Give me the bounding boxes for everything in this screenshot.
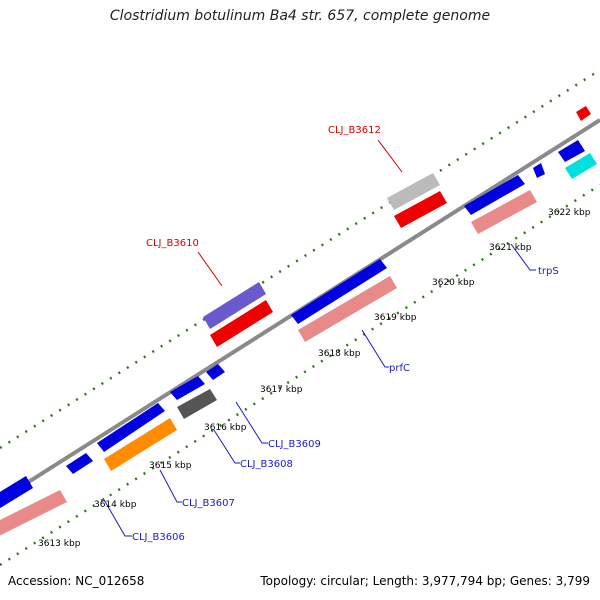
- gene-blue-prfc[interactable]: [291, 259, 387, 324]
- gene-label-connectors: [102, 243, 536, 537]
- accession-text: Accession: NC_012658: [8, 574, 145, 588]
- outer-tick-track: [0, 68, 600, 450]
- gene-blue-small-3[interactable]: [533, 163, 545, 178]
- kbp-label-3620: 3620 kbp: [432, 278, 475, 288]
- kbp-label-3613: 3613 kbp: [38, 539, 81, 549]
- gene-label-trps[interactable]: trpS: [538, 266, 559, 277]
- gene-blue-3608[interactable]: [170, 376, 205, 400]
- gene-label-prfc[interactable]: prfC: [389, 363, 410, 374]
- red-label-connectors: [197, 139, 403, 287]
- gene-purple-3610[interactable]: [203, 282, 266, 329]
- gene-darkgray-3608[interactable]: [177, 389, 217, 419]
- kbp-label-3614: 3614 kbp: [94, 500, 137, 510]
- gene-label-clj-b3612[interactable]: CLJ_B3612: [328, 125, 381, 136]
- kbp-label-3622: 3622 kbp: [548, 208, 591, 218]
- kbp-label-3617: 3617 kbp: [260, 385, 303, 395]
- gene-orange-3607[interactable]: [104, 418, 177, 471]
- gene-blue-3606-region[interactable]: [97, 403, 165, 452]
- gene-pink-left[interactable]: [0, 490, 67, 537]
- gene-blue-left-upper[interactable]: [0, 476, 33, 510]
- gene-cyan-far-right[interactable]: [565, 153, 597, 179]
- gene-blue-small-2[interactable]: [206, 364, 225, 380]
- gene-blue-far-right[interactable]: [558, 140, 585, 162]
- topology-text: Topology: circular; Length: 3,977,794 bp…: [260, 574, 590, 588]
- kbp-label-3619: 3619 kbp: [374, 313, 417, 323]
- kbp-label-3616: 3616 kbp: [204, 423, 247, 433]
- gene-blue-small-1[interactable]: [66, 453, 93, 474]
- gene-red-far-right[interactable]: [576, 106, 591, 121]
- gene-label-clj-b3610[interactable]: CLJ_B3610: [146, 238, 199, 249]
- kbp-label-3618: 3618 kbp: [318, 349, 361, 359]
- gene-lightgray-3612[interactable]: [387, 173, 440, 210]
- kbp-label-3615: 3615 kbp: [149, 461, 192, 471]
- gene-pink-prfc[interactable]: [298, 276, 397, 342]
- map-title: Clostridium botulinum Ba4 str. 657, comp…: [109, 8, 491, 24]
- gene-pink-trps[interactable]: [471, 190, 537, 234]
- inner-tick-track: [0, 183, 600, 567]
- gene-label-clj-b3609[interactable]: CLJ_B3609: [268, 439, 321, 450]
- gene-red-3610[interactable]: [210, 300, 273, 347]
- gene-label-clj-b3607[interactable]: CLJ_B3607: [182, 498, 235, 509]
- gene-red-3612[interactable]: [394, 191, 447, 228]
- kbp-label-3621: 3621 kbp: [489, 243, 532, 253]
- gene-blue-trps[interactable]: [464, 175, 525, 215]
- gene-label-clj-b3606[interactable]: CLJ_B3606: [132, 532, 185, 543]
- gene-label-clj-b3608[interactable]: CLJ_B3608: [240, 459, 293, 470]
